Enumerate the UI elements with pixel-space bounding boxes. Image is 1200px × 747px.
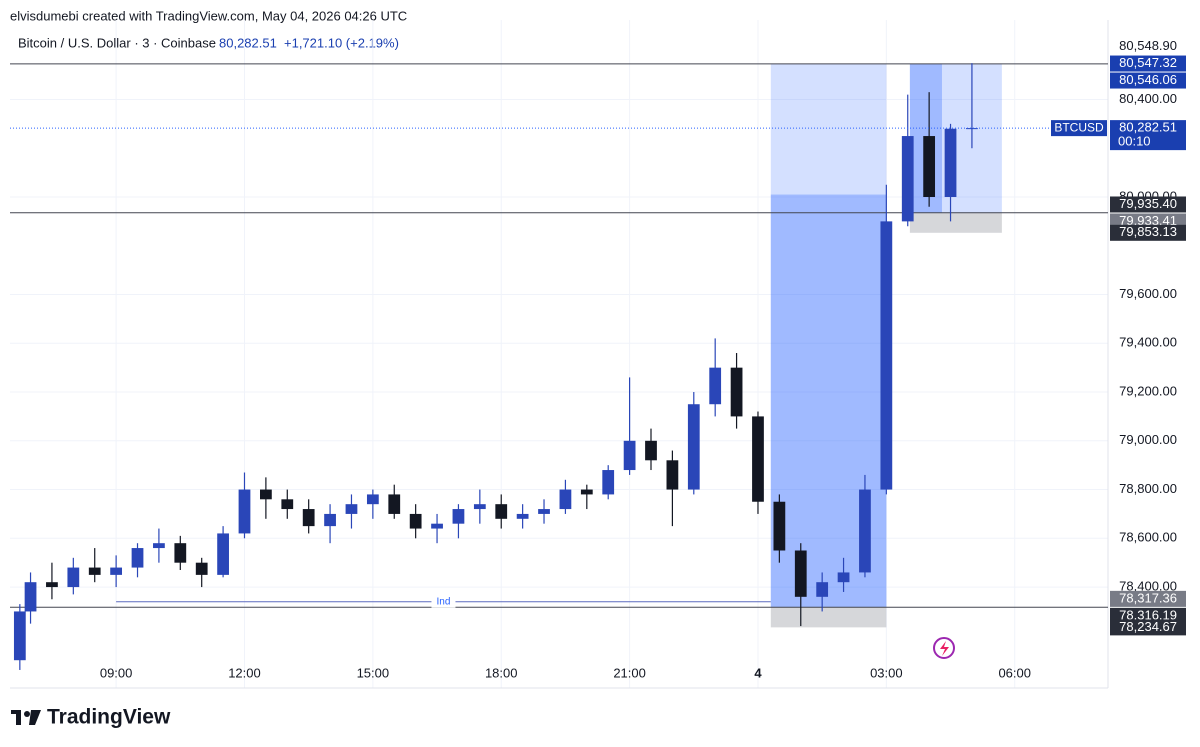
candle-body: [752, 416, 764, 502]
x-tick-label: 4: [754, 665, 762, 680]
candle-body: [901, 136, 914, 222]
candle-body: [859, 489, 871, 573]
candle-body: [110, 567, 123, 575]
price-label: 79,935.40: [1119, 196, 1177, 211]
ticker: BTCUSD: [1054, 120, 1104, 134]
price-label: 80,548.90: [1119, 38, 1177, 53]
candle-body: [580, 489, 593, 495]
price-label-bg: [1110, 72, 1186, 89]
price-label: 80,546.06: [1119, 72, 1177, 87]
candle-body: [666, 460, 679, 490]
y-tick-label: 79,200.00: [1119, 383, 1177, 398]
candle-body: [923, 136, 936, 197]
candle-body: [324, 513, 336, 527]
candle-body: [709, 367, 722, 405]
y-tick-label: 78,600.00: [1119, 530, 1177, 545]
symbol: Bitcoin / U.S. Dollar · 3 · Coinbase: [18, 35, 216, 50]
candle-body: [388, 494, 401, 514]
x-tick-label: 21:00: [613, 665, 646, 680]
price-label: 80,547.32: [1119, 55, 1177, 70]
candle-body: [302, 509, 315, 527]
price-label-bg: [1110, 55, 1186, 72]
brand-logo: [11, 710, 41, 725]
price-label: 79,933.41: [1119, 213, 1177, 228]
candle-body: [516, 513, 529, 519]
candle-body: [687, 404, 700, 490]
candle-body: [217, 533, 229, 575]
candle-body: [260, 489, 272, 500]
last-price-bg: [1110, 120, 1186, 151]
candle-body: [452, 509, 465, 524]
price-label-bg: [1110, 619, 1186, 636]
candle-body: [944, 128, 957, 197]
price-label-bg: [1110, 38, 1186, 55]
candle-body: [238, 489, 251, 534]
price-label: 78,316.19: [1119, 607, 1177, 622]
candle-body: [409, 513, 422, 529]
change: +1,721.10 (+2.19%): [284, 35, 399, 50]
candle-body: [559, 489, 572, 510]
candle-body: [495, 504, 508, 519]
candle-body: [13, 611, 26, 661]
candle-body: [366, 494, 379, 505]
candle-body: [966, 128, 978, 130]
price-label: 78,317.36: [1119, 590, 1177, 605]
candle-body: [623, 440, 636, 471]
candle-body: [67, 567, 80, 588]
candle-body: [816, 582, 829, 597]
candle-body: [538, 509, 550, 514]
candle-body: [794, 550, 807, 597]
price-label: 78,234.67: [1119, 619, 1177, 634]
candle-body: [174, 543, 187, 563]
position-stop: [770, 607, 887, 628]
candle-body: [131, 548, 144, 568]
x-tick-label: 06:00: [998, 665, 1031, 680]
candle-body: [730, 367, 743, 417]
candle-body: [880, 221, 893, 490]
price-label-bg: [1110, 590, 1186, 607]
candle-body: [24, 582, 37, 612]
candle-body: [345, 504, 358, 514]
assistant-icon: [933, 637, 955, 659]
price-label: 79,853.13: [1119, 224, 1177, 239]
x-tick-label: 18:00: [485, 665, 518, 680]
annotation-label: Ind: [437, 596, 451, 607]
x-tick-label: 09:00: [100, 665, 133, 680]
candle-body: [88, 567, 101, 575]
price-label-bg: [1110, 224, 1186, 241]
candle-body: [837, 572, 850, 583]
position-stop: [909, 212, 1002, 233]
ticker-bg: [1051, 120, 1107, 137]
header: elvisdumebi created with TradingView.com…: [10, 8, 407, 23]
last-price: 80,282.51: [219, 35, 277, 50]
y-tick-label: 78,400.00: [1119, 579, 1177, 594]
annotation-bg: [431, 595, 456, 608]
y-tick-label: 78,800.00: [1119, 481, 1177, 496]
candle-body: [153, 543, 165, 549]
y-tick-label: 79,000.00: [1119, 432, 1177, 447]
candle-body: [473, 504, 486, 510]
candle-body: [645, 440, 657, 461]
candle-body: [195, 562, 208, 575]
y-tick-label: 79,600.00: [1119, 286, 1177, 301]
candle-body: [281, 499, 294, 510]
candle-body: [602, 470, 615, 495]
last-price-label: 80,282.51: [1119, 120, 1177, 135]
candle-body: [46, 582, 58, 588]
candle-body: [773, 501, 786, 551]
x-tick-label: 15:00: [357, 665, 390, 680]
candle-body: [431, 523, 443, 529]
x-tick-label: 03:00: [870, 665, 903, 680]
x-tick-label: 12:00: [228, 665, 261, 680]
countdown: 00:10: [1118, 134, 1151, 149]
y-tick-label: 79,400.00: [1119, 335, 1177, 350]
y-tick-label: 80,400.00: [1119, 91, 1177, 106]
price-label-bg: [1110, 196, 1186, 213]
brand: TradingView: [47, 706, 171, 729]
